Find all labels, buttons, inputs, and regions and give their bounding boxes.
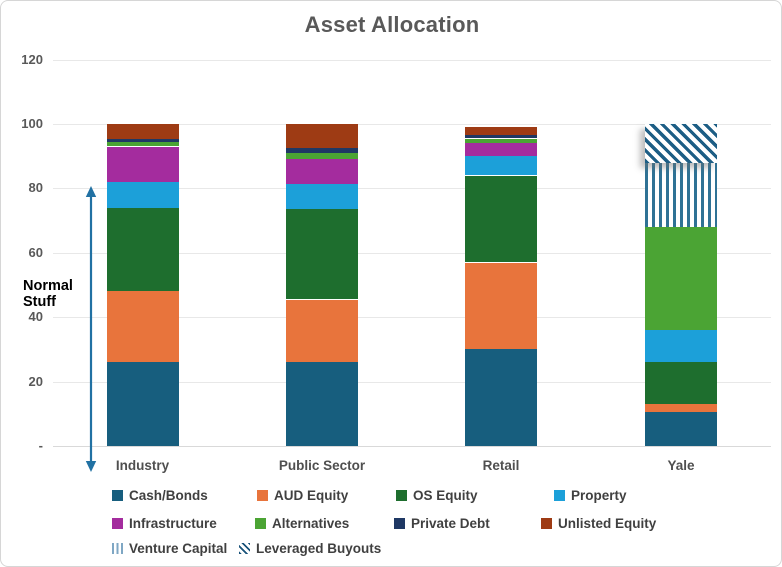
bar-segment-private-debt-industry[interactable]	[106, 138, 179, 142]
bar-segment-os-equity-yale[interactable]	[645, 362, 717, 405]
legend-swatch-icon	[541, 517, 552, 529]
bar-segment-aud-equity-public-sector[interactable]	[286, 299, 358, 363]
bar-segment-venture-capital-yale[interactable]	[645, 162, 717, 227]
legend-swatch-icon	[112, 489, 123, 501]
gridline	[53, 317, 771, 319]
bar-segment-alternatives-industry[interactable]	[106, 141, 179, 147]
bar-segment-private-debt-public-sector[interactable]	[286, 148, 358, 153]
legend-swatch-icon	[112, 542, 123, 554]
legend-item-private-debt[interactable]: Private Debt	[394, 515, 490, 531]
normal-stuff-range-arrow[interactable]	[79, 186, 103, 472]
gridline	[53, 446, 771, 447]
legend-swatch-icon	[112, 517, 123, 529]
legend-label: Property	[571, 487, 627, 503]
legend-item-venture-capital[interactable]: Venture Capital	[112, 540, 227, 556]
legend-item-alternatives[interactable]: Alternatives	[255, 515, 349, 531]
bar-segment-aud-equity-industry[interactable]	[106, 291, 179, 363]
bar-segment-infrastructure-public-sector[interactable]	[286, 159, 358, 184]
category-label-industry: Industry	[115, 458, 170, 473]
bar-segment-cash-bonds-public-sector[interactable]	[286, 362, 358, 446]
legend-label: OS Equity	[413, 487, 478, 503]
legend-item-os-equity[interactable]: OS Equity	[396, 487, 478, 503]
legend-item-cash-bonds[interactable]: Cash/Bonds	[112, 487, 208, 503]
bar-segment-infrastructure-industry[interactable]	[106, 146, 179, 182]
legend-swatch-icon	[396, 489, 407, 501]
bar-segment-alternatives-public-sector[interactable]	[286, 153, 358, 160]
gridline	[53, 252, 771, 254]
bar-segment-os-equity-industry[interactable]	[106, 207, 179, 292]
bar-segment-property-yale[interactable]	[645, 330, 717, 363]
bar-segment-alternatives-retail[interactable]	[465, 138, 537, 144]
legend-item-leveraged-buyouts[interactable]: Leveraged Buyouts	[239, 540, 381, 556]
bar-segment-os-equity-retail[interactable]	[465, 175, 537, 263]
bar-segment-unlisted-equity-industry[interactable]	[106, 124, 179, 139]
y-tick-label: 20	[28, 373, 43, 389]
bar-segment-property-industry[interactable]	[106, 182, 179, 208]
legend-label: Infrastructure	[129, 515, 217, 531]
y-tick-label: 100	[21, 116, 43, 131]
bar-segment-cash-bonds-industry[interactable]	[106, 362, 179, 446]
legend-label: AUD Equity	[274, 487, 349, 503]
y-tick-label: 80	[28, 180, 43, 196]
y-tick-label: -	[38, 438, 43, 453]
legend-label: Leveraged Buyouts	[256, 540, 382, 556]
gridline	[53, 188, 771, 190]
bar-segment-alternatives-yale[interactable]	[645, 227, 717, 330]
legend-label: Unlisted Equity	[558, 515, 657, 531]
annotation-line-2: Stuff	[23, 294, 57, 310]
bar-segment-cash-bonds-yale[interactable]	[645, 412, 717, 446]
legend-item-infrastructure[interactable]: Infrastructure	[112, 515, 217, 531]
legend-item-property[interactable]: Property	[554, 487, 627, 503]
y-tick-label: 60	[28, 244, 43, 260]
legend-item-unlisted-equity[interactable]: Unlisted Equity	[541, 515, 656, 531]
gridline	[53, 59, 771, 61]
bar-segment-property-public-sector[interactable]	[286, 183, 358, 210]
bar-segment-aud-equity-yale[interactable]	[645, 404, 717, 413]
bar-segment-os-equity-public-sector[interactable]	[286, 209, 358, 300]
gridline	[53, 381, 771, 383]
bar-segment-cash-bonds-retail[interactable]	[465, 349, 537, 446]
legend-label: Cash/Bonds	[129, 487, 208, 503]
legend-swatch-icon	[554, 489, 565, 501]
category-label-yale: Yale	[667, 458, 695, 473]
legend-swatch-icon	[257, 489, 268, 501]
bar-segment-unlisted-equity-public-sector[interactable]	[286, 124, 358, 149]
legend-swatch-icon	[239, 542, 250, 554]
legend-swatch-icon	[255, 517, 266, 529]
bar-segment-leveraged-buyouts-yale[interactable]	[645, 124, 717, 163]
y-tick-label: 40	[28, 309, 43, 325]
category-label-retail: Retail	[482, 458, 520, 473]
legend-swatch-icon	[394, 517, 405, 529]
bar-segment-private-debt-retail[interactable]	[465, 135, 537, 139]
annotation-line-1: Normal	[23, 278, 73, 294]
category-label-public-sector: Public Sector	[278, 458, 366, 473]
y-tick-label: 120	[21, 51, 43, 67]
legend-label: Private Debt	[411, 515, 490, 531]
normal-stuff-label[interactable]: Normal Stuff	[23, 278, 73, 310]
legend-label: Alternatives	[272, 515, 350, 531]
bar-segment-property-retail[interactable]	[465, 156, 537, 176]
bar-segment-aud-equity-retail[interactable]	[465, 262, 537, 350]
chart-title[interactable]: Asset Allocation	[304, 12, 480, 37]
gridline	[53, 124, 771, 125]
legend-label: Venture Capital	[129, 540, 228, 556]
legend-item-aud-equity[interactable]: AUD Equity	[257, 487, 348, 503]
bar-segment-infrastructure-retail[interactable]	[465, 143, 537, 157]
bar-segment-unlisted-equity-retail[interactable]	[465, 127, 537, 136]
